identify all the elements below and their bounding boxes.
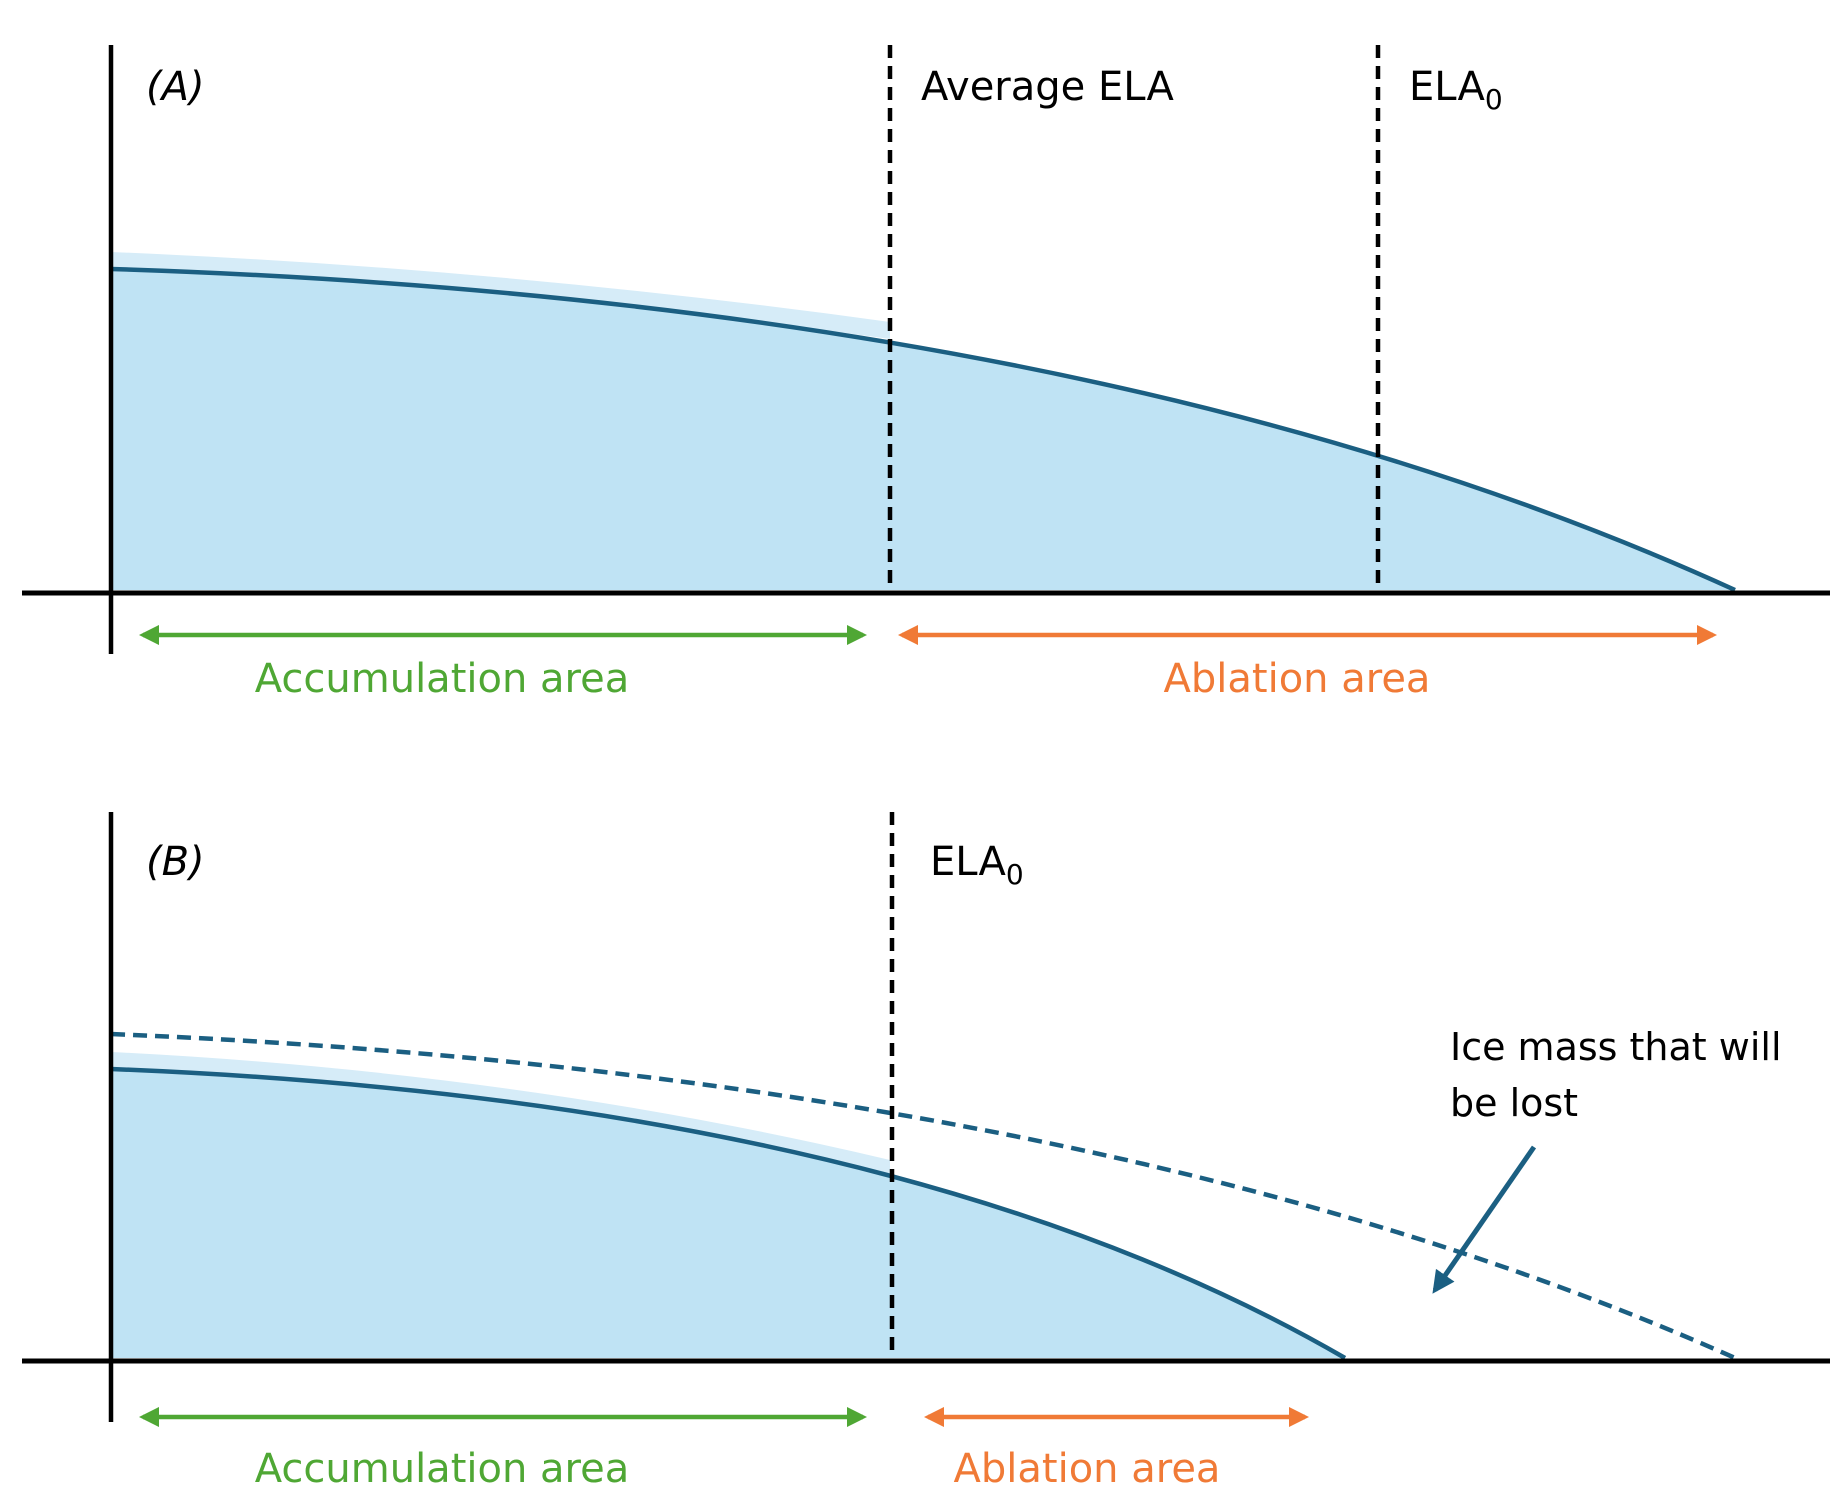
panel-b-former-ice-surface	[110, 1031, 1736, 1361]
panel-a: (A) Average ELA ELA0 Accumulation area A…	[22, 45, 1830, 702]
panel-a-ice-body	[111, 269, 1735, 590]
panel-a-accumulation-highlight	[111, 252, 890, 339]
panel-b-tag: (B)	[146, 839, 205, 885]
panel-b: (B) ELA0 Ice mass that will be lost Accu…	[22, 812, 1830, 1492]
panel-a-ice-surface	[110, 266, 1736, 593]
panel-b-accumulation-label: Accumulation area	[255, 1446, 629, 1492]
panel-b-annotation-line2: be lost	[1450, 1081, 1578, 1125]
panel-a-ablation-label: Ablation area	[1164, 656, 1431, 702]
panel-b-ablation-label: Ablation area	[954, 1446, 1221, 1492]
panel-a-ela0-label: ELA0	[1409, 64, 1503, 116]
panel-b-ice-body	[111, 1069, 1345, 1358]
panel-b-annotation-line1: Ice mass that will	[1450, 1025, 1782, 1069]
panel-b-annotation-arrow	[1432, 1145, 1537, 1294]
panel-a-average-ela-label: Average ELA	[921, 64, 1174, 110]
panel-b-accumulation-highlight	[111, 1052, 890, 1177]
panel-b-ela0-label: ELA0	[930, 839, 1024, 891]
panel-b-ice-surface	[110, 1066, 1347, 1360]
panel-a-tag: (A)	[146, 64, 205, 110]
panel-b-annotation: Ice mass that will be lost	[1450, 1025, 1794, 1125]
panel-a-accumulation-label: Accumulation area	[255, 656, 629, 702]
